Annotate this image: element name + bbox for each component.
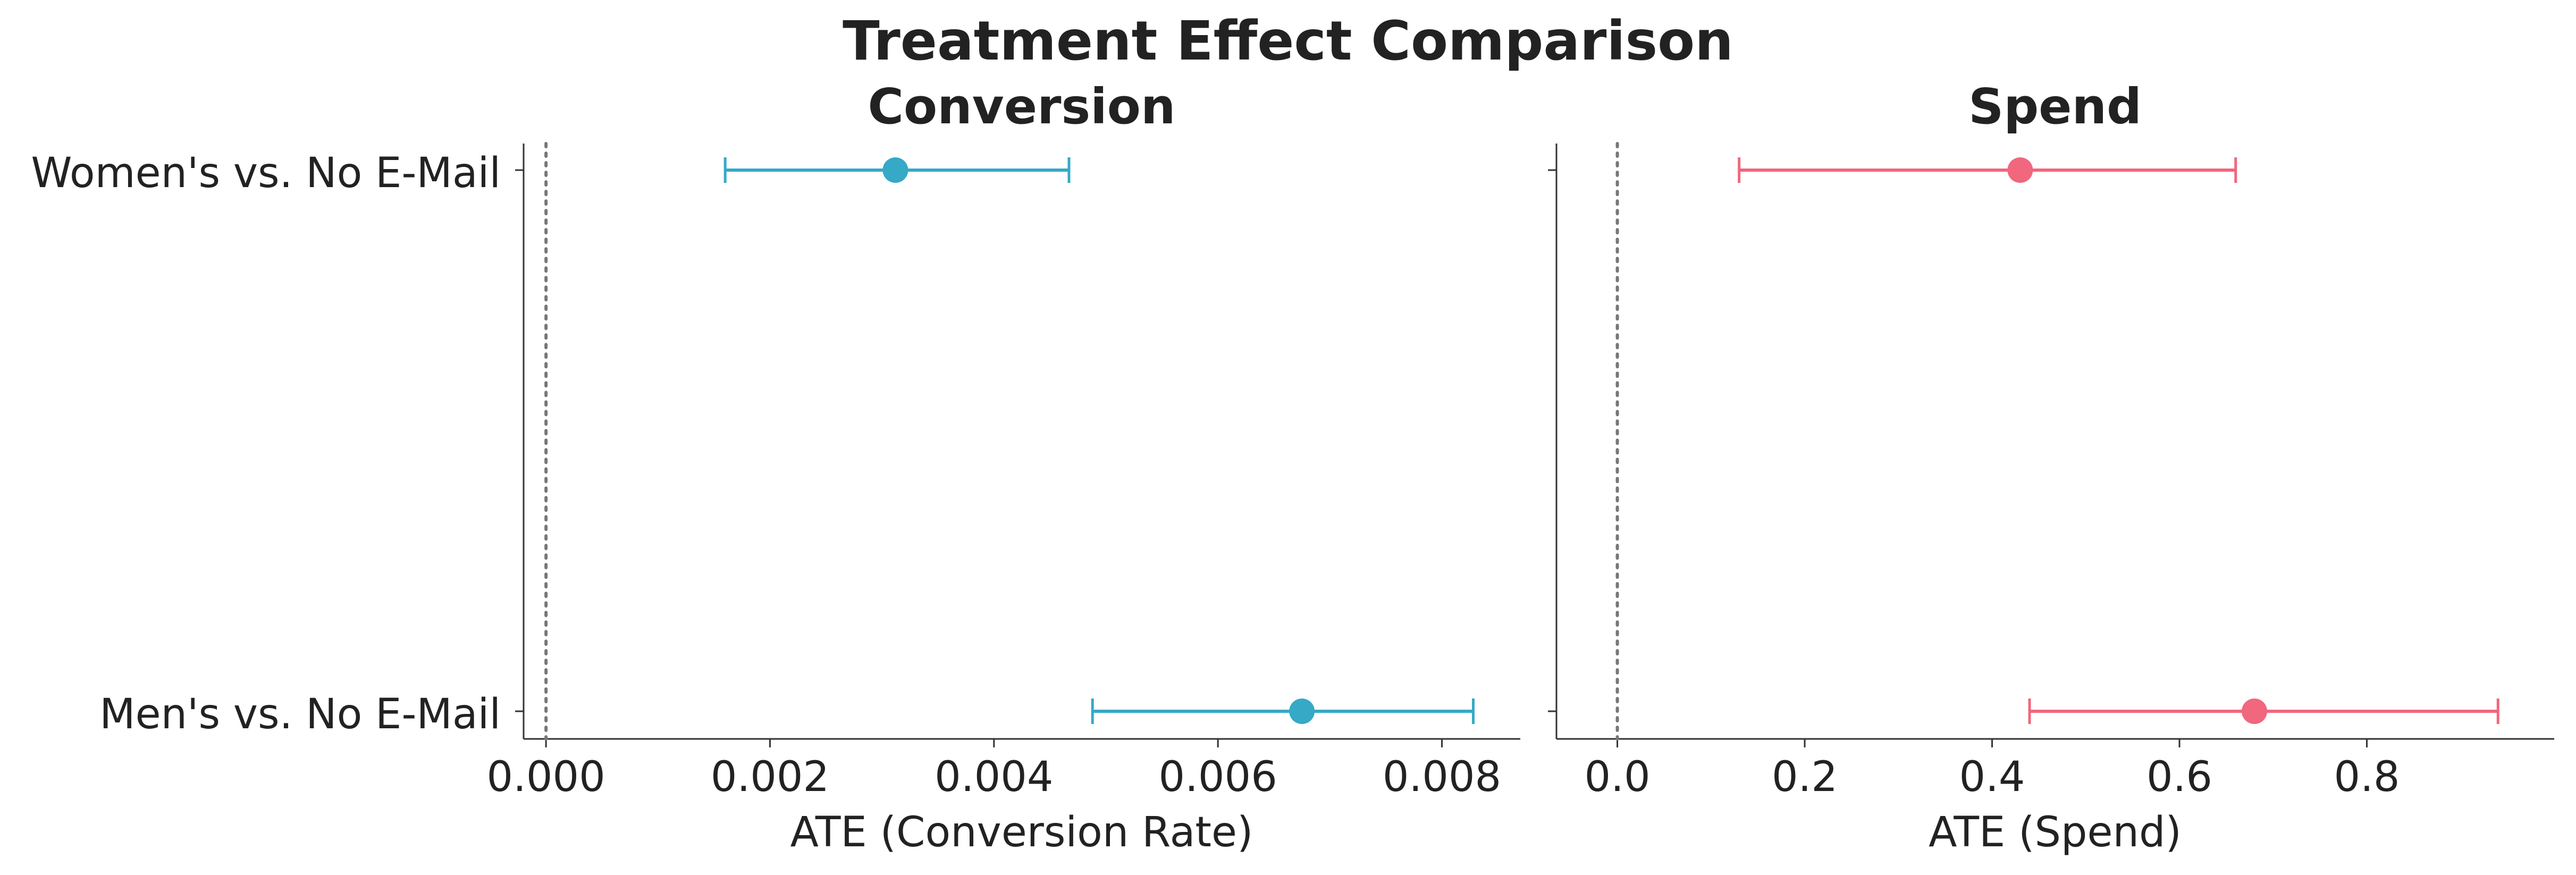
spend-x-axis-label: ATE (Spend) [1929, 809, 2182, 856]
conversion-point-1 [1289, 699, 1315, 724]
spend-x-tick-label-1: 0.2 [1772, 753, 1838, 801]
conversion-x-tick-label-4: 0.008 [1383, 753, 1501, 801]
conversion-x-tick-label-0: 0.000 [486, 753, 605, 801]
spend-x-tick-label-0: 0.0 [1585, 753, 1651, 801]
spend-x-tick-label-4: 0.8 [2334, 753, 2400, 801]
conversion-x-tick-label-2: 0.004 [935, 753, 1053, 801]
conversion-point-0 [882, 157, 908, 183]
spend-point-1 [2242, 699, 2268, 724]
conversion-y-tick-label-men: Men's vs. No E-Mail [99, 691, 501, 738]
conversion-x-tick-label-3: 0.006 [1159, 753, 1277, 801]
conversion-panel: Conversion ATE (Conversion Rate) Women's… [31, 78, 1520, 856]
conversion-x-axis-label: ATE (Conversion Rate) [790, 809, 1253, 856]
spend-x-tick-label-2: 0.4 [1959, 753, 2025, 801]
spend-panel: Spend ATE (Spend) 0.0 0.2 0.4 0.6 0.8 [1548, 78, 2554, 856]
conversion-panel-title: Conversion [868, 78, 1176, 135]
spend-panel-title: Spend [1968, 78, 2142, 135]
conversion-x-tick-label-1: 0.002 [711, 753, 829, 801]
conversion-y-tick-label-women: Women's vs. No E-Mail [31, 149, 501, 197]
spend-point-0 [2007, 157, 2033, 183]
spend-x-tick-label-3: 0.6 [2146, 753, 2212, 801]
figure-title: Treatment Effect Comparison [843, 10, 1733, 73]
